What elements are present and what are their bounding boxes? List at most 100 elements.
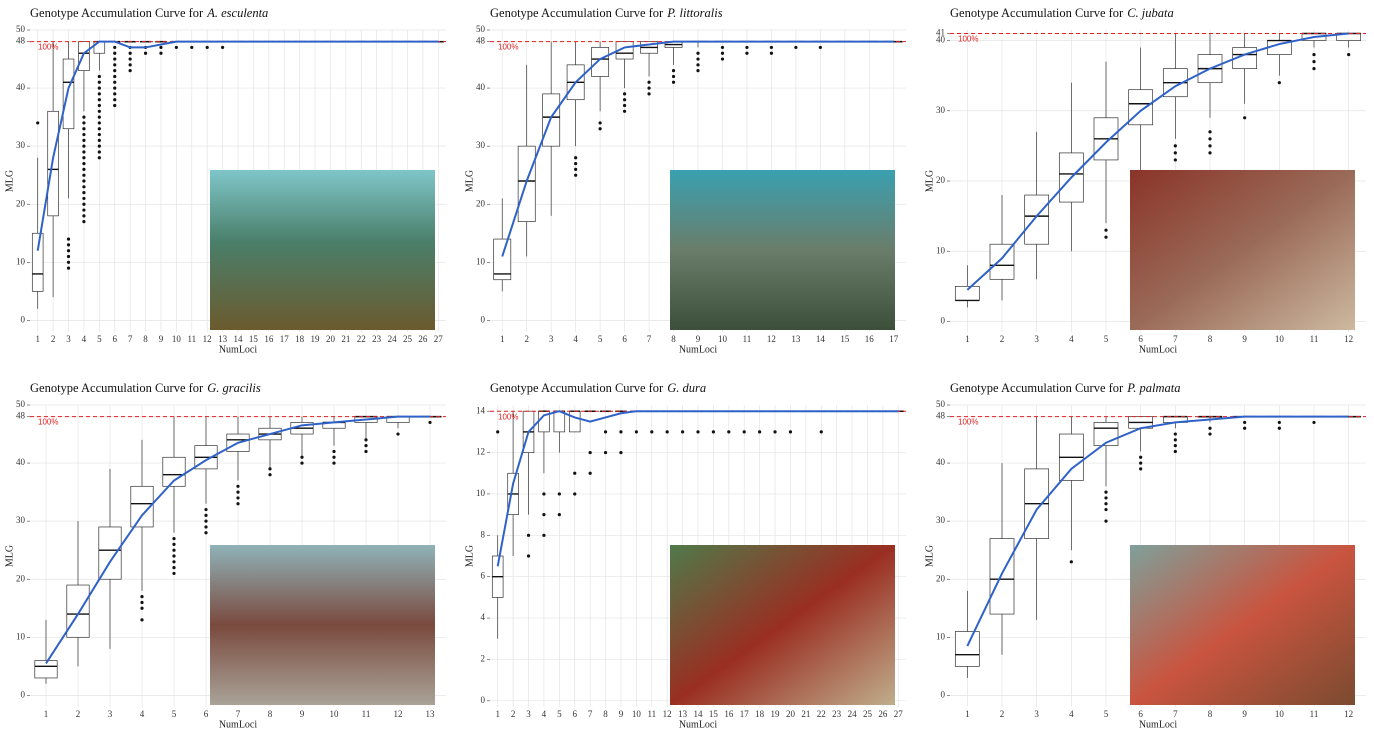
outlier [82, 121, 86, 125]
outlier [172, 571, 176, 576]
outlier [619, 430, 623, 434]
outlier [82, 208, 86, 212]
outlier [573, 471, 577, 475]
outlier [696, 57, 700, 61]
outlier [496, 430, 500, 434]
box [66, 584, 90, 638]
outlier [128, 51, 132, 55]
outlier [140, 606, 144, 610]
x-tick-label: 13 [678, 709, 688, 719]
outlier [542, 492, 546, 496]
outlier [647, 92, 651, 96]
x-tick-label: 14 [234, 334, 244, 344]
y-tick-label: 50 [936, 399, 946, 409]
outlier [204, 525, 208, 529]
x-tick-label: 5 [97, 334, 102, 344]
outlier [97, 156, 101, 160]
outlier [82, 132, 86, 137]
x-tick-label: 10 [1275, 334, 1285, 344]
outlier [696, 51, 700, 55]
x-tick-label: 27 [894, 709, 904, 719]
y-tick-label: 2 [481, 653, 486, 663]
outlier [205, 45, 209, 50]
x-tick-label: 9 [696, 334, 701, 344]
x-tick-label: 7 [1173, 709, 1178, 719]
x-tick-label: 26 [418, 334, 428, 344]
x-tick-label: 3 [526, 709, 531, 719]
outlier [1347, 52, 1351, 57]
x-tick-label: 7 [1173, 334, 1178, 344]
outlier [696, 430, 700, 434]
panel-title: Genotype Accumulation Curve for C. jubata [950, 6, 1174, 20]
outlier [140, 600, 144, 605]
x-tick-label: 11 [743, 334, 752, 344]
x-tick-label: 12 [1344, 334, 1353, 344]
outlier [97, 86, 101, 90]
x-tick-label: 22 [817, 709, 826, 719]
outlier [82, 185, 86, 189]
x-tick-label: 11 [647, 709, 656, 719]
outlier [66, 260, 71, 264]
outlier [742, 430, 746, 434]
x-axis-label: NumLoci [1139, 344, 1178, 355]
outlier [622, 109, 627, 113]
x-tick-label: 3 [1034, 334, 1039, 344]
x-tick-label: 4 [82, 334, 87, 344]
outlier [82, 202, 86, 206]
outlier [113, 57, 117, 61]
y-tick-label: 20 [16, 198, 26, 208]
photo [210, 545, 435, 705]
box [591, 47, 610, 77]
x-tick-label: 9 [300, 709, 305, 719]
y-tick-label: 41 [936, 28, 945, 38]
x-tick-label: 18 [295, 334, 305, 344]
outlier [1173, 144, 1177, 148]
box [954, 631, 980, 667]
x-tick-label: 1 [44, 709, 49, 719]
box [542, 93, 561, 147]
x-tick-label: 6 [1138, 709, 1143, 719]
outlier [1208, 432, 1212, 436]
outlier [82, 214, 86, 218]
x-tick-label: 25 [863, 709, 873, 719]
x-tick-label: 7 [588, 709, 593, 719]
title-text: Genotype Accumulation Curve for [950, 6, 1124, 20]
outlier [622, 92, 627, 96]
outlier [97, 109, 101, 113]
y-tick-label: 10 [476, 488, 486, 498]
outlier [300, 455, 304, 459]
outlier [1173, 444, 1177, 448]
x-tick-label: 3 [1034, 709, 1039, 719]
y-tick-label: 30 [476, 140, 486, 150]
outlier [172, 542, 176, 546]
fit-curve [501, 40, 894, 257]
panel-title: Genotype Accumulation Curve for G. dura [490, 381, 706, 395]
outlier [174, 45, 178, 50]
x-tick-label: 27 [434, 334, 444, 344]
x-tick-label: 12 [394, 709, 403, 719]
outlier [1104, 507, 1108, 512]
x-tick-label: 5 [172, 709, 177, 719]
outlier [1277, 81, 1281, 85]
outlier [1104, 235, 1108, 239]
y-tick-label: 40 [936, 35, 946, 45]
outlier [236, 496, 240, 500]
outlier [140, 595, 144, 599]
outlier [113, 103, 117, 108]
x-tick-label: 3 [108, 709, 113, 719]
reference-label: 100% [958, 35, 978, 44]
outlier [204, 513, 208, 517]
x-tick-label: 6 [204, 709, 209, 719]
y-tick-label: 20 [476, 198, 486, 208]
outlier [82, 150, 86, 154]
outlier [332, 455, 336, 459]
outlier [332, 449, 336, 454]
x-tick-label: 25 [403, 334, 413, 344]
x-tick-label: 23 [832, 709, 842, 719]
outlier [66, 249, 71, 253]
panel: Genotype Accumulation Curve for A. escule… [4, 6, 446, 355]
outlier [236, 490, 240, 494]
y-tick-label: 50 [476, 24, 486, 34]
y-tick-label: 0 [941, 316, 946, 326]
x-tick-label: 12 [203, 334, 212, 344]
